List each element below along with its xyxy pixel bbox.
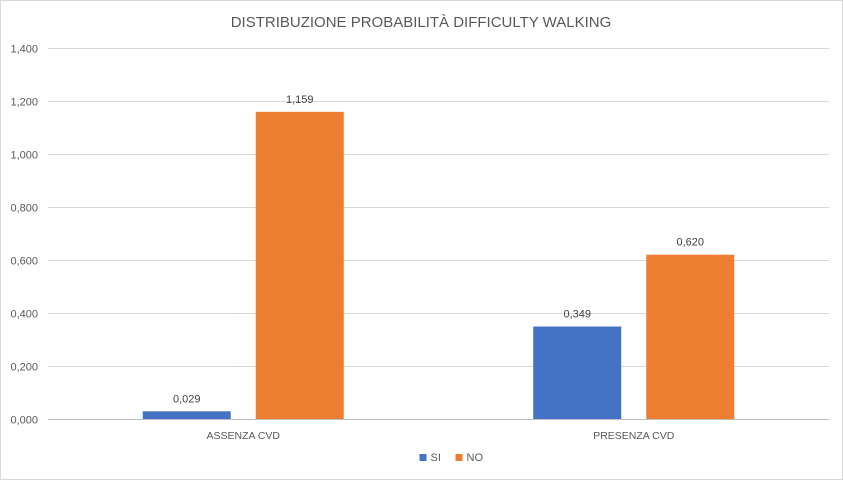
gridlines <box>48 48 829 420</box>
y-tick-label: 1,400 <box>10 44 38 56</box>
y-tick-label: 1,200 <box>10 97 38 109</box>
data-label: 0,349 <box>563 309 591 321</box>
bar-si-0 <box>142 411 231 419</box>
bar-no-0 <box>255 111 344 420</box>
bar-no-1 <box>646 254 735 419</box>
data-label: 0,620 <box>676 237 704 249</box>
y-tick-label: 0,200 <box>10 362 38 374</box>
legend-swatch <box>455 454 463 461</box>
y-tick-label: 0,000 <box>10 415 38 427</box>
x-tick-label: ASSENZA CVD <box>206 430 280 442</box>
legend-label: SI <box>431 452 441 464</box>
data-labels: 0,029 1,159 0,349 0,620 <box>173 94 704 405</box>
chart-title: DISTRIBUZIONE PROBABILITÀ DIFFICULTY WAL… <box>231 14 612 31</box>
y-tick-label: 0,400 <box>10 309 38 321</box>
legend: SI NO <box>419 452 484 464</box>
bars <box>142 111 735 420</box>
data-label: 0,029 <box>173 393 201 405</box>
y-tick-label: 0,800 <box>10 203 38 215</box>
bar-si-1 <box>533 326 622 419</box>
x-tick-label: PRESENZA CVD <box>593 430 675 442</box>
data-label: 1,159 <box>286 94 314 106</box>
legend-swatch <box>419 454 427 461</box>
legend-label: NO <box>467 452 484 464</box>
x-axis-tick-labels: ASSENZA CVD PRESENZA CVD <box>206 430 674 442</box>
y-axis-tick-labels: 0,000 0,200 0,400 0,600 0,800 1,000 1,200 1,400 <box>10 44 38 427</box>
y-tick-label: 0,600 <box>10 256 38 268</box>
y-tick-label: 1,000 <box>10 150 38 162</box>
